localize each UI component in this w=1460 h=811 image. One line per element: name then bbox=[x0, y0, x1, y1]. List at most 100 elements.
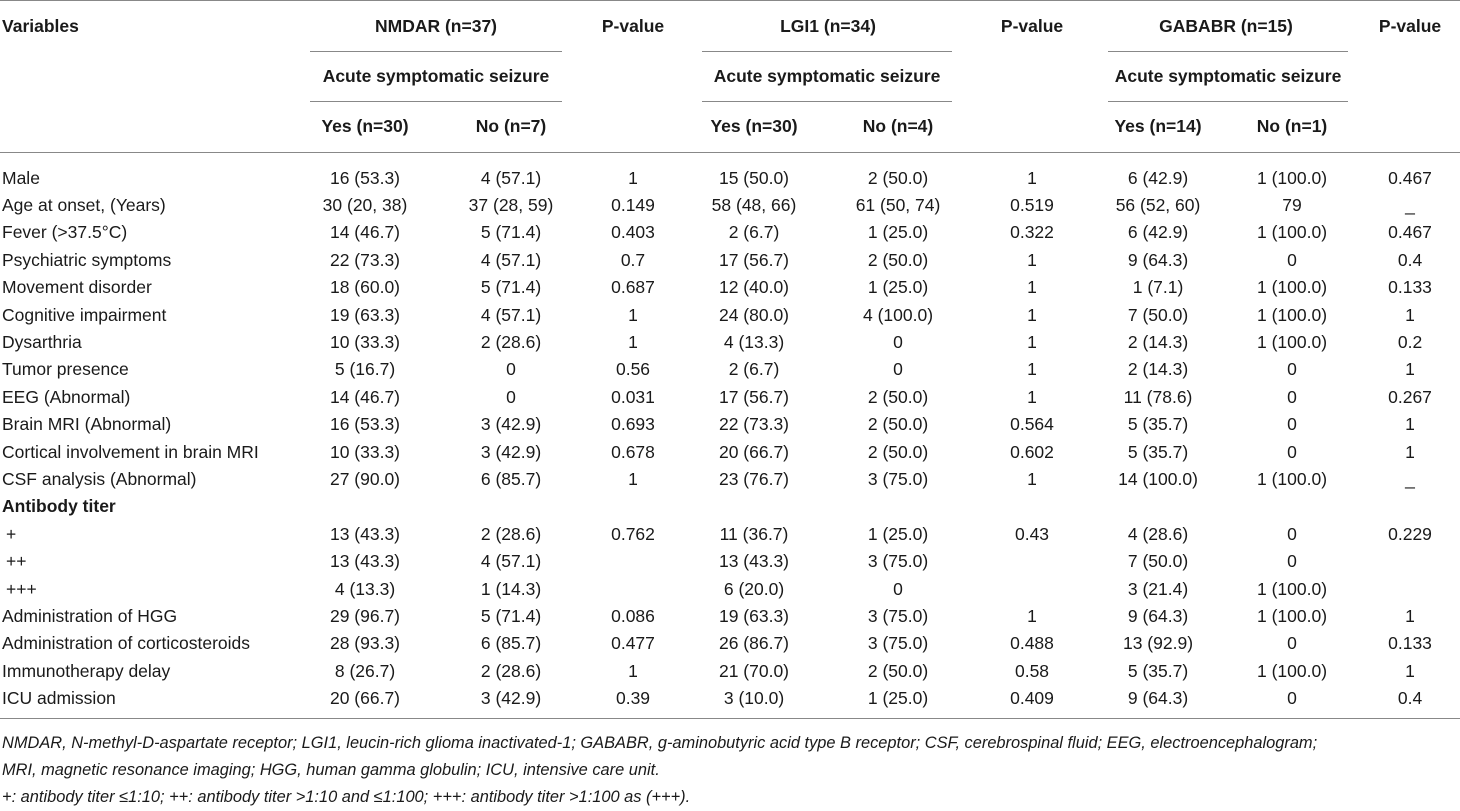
cell-gababr-p: 0.4 bbox=[1360, 684, 1460, 720]
cell-gababr-p: 0.4 bbox=[1397, 249, 1423, 270]
footnote-line-3: +: antibody titer ≤1:10; ++: antibody ti… bbox=[2, 788, 691, 806]
p-value-header-gababr: P-value bbox=[1360, 0, 1460, 51]
cell-nmdar-p: 0.39 bbox=[582, 684, 684, 720]
cell-lgi1-no: 3 (75.0) bbox=[867, 605, 929, 626]
cell-lgi1-no: 2 (50.0) bbox=[867, 441, 929, 462]
cell-lgi1-p: 0.602 bbox=[1010, 441, 1054, 462]
cell-gababr-yes: 7 (50.0) bbox=[1127, 304, 1189, 325]
table-row: EEG (Abnormal) 14 (46.7) 0 0.031 17 (56.7) 2 … bbox=[0, 384, 1460, 411]
cell-nmdar-yes: 18 (60.0) bbox=[329, 277, 401, 298]
cell-nmdar-p: 1 bbox=[628, 304, 638, 325]
cell-lgi1-yes: 4 (13.3) bbox=[723, 332, 785, 353]
cell-lgi1-no: 2 (50.0) bbox=[867, 660, 929, 681]
row-label: Brain MRI (Abnormal) bbox=[2, 414, 172, 435]
row-label: Cortical involvement in brain MRI bbox=[2, 441, 259, 462]
cell-gababr-no: 0 bbox=[1287, 441, 1297, 462]
row-label: +++ bbox=[6, 578, 37, 599]
p-value-header-lgi1: P-value bbox=[972, 0, 1093, 51]
cell-gababr-yes: 56 (52, 60) bbox=[1115, 195, 1201, 216]
cell-nmdar-p: 0.693 bbox=[611, 414, 655, 435]
table-row: Fever (>37.5°C) 14 (46.7) 5 (71.4) 0.403 2 (… bbox=[0, 219, 1460, 246]
cell-gababr-no bbox=[1224, 493, 1360, 520]
cell-lgi1-p: 0.409 bbox=[972, 684, 1093, 720]
table-row: Psychiatric symptoms 22 (73.3) 4 (57.1) 0.7… bbox=[0, 247, 1460, 274]
table-row: Cognitive impairment 19 (63.3) 4 (57.1) 1 24… bbox=[0, 301, 1460, 328]
cell-nmdar-p: 0.086 bbox=[611, 605, 655, 626]
cell-nmdar-yes: 5 (16.7) bbox=[334, 359, 396, 380]
cell-gababr-p: 0.467 bbox=[1388, 167, 1432, 188]
cell-nmdar-p: 0.762 bbox=[611, 523, 655, 544]
cell-gababr-no: 0 bbox=[1287, 359, 1297, 380]
cell-nmdar-yes: 30 (20, 38) bbox=[322, 195, 408, 216]
cell-lgi1-yes: 24 (80.0) bbox=[718, 304, 790, 325]
col-gababr-no: No (n=1) bbox=[1256, 116, 1328, 136]
cell-nmdar-no: 3 (42.9) bbox=[480, 414, 542, 435]
cell-lgi1-p: 1 bbox=[1027, 332, 1037, 353]
cell-gababr-no: 0 bbox=[1224, 684, 1361, 720]
data-table: Variables NMDAR (n=37) P-value LGI1 (n=3… bbox=[0, 0, 1460, 720]
cell-gababr-p: 0.267 bbox=[1388, 386, 1432, 407]
row-label: Immunotherapy delay bbox=[2, 660, 171, 681]
table-row: Antibody titer bbox=[0, 493, 1460, 520]
cell-lgi1-p: 0.58 bbox=[1014, 660, 1050, 681]
cell-gababr-no: 79 bbox=[1282, 195, 1302, 216]
cell-lgi1-yes: 58 (48, 66) bbox=[711, 195, 797, 216]
cell-lgi1-no: 3 (75.0) bbox=[867, 468, 929, 489]
cell-lgi1-no: 1 (25.0) bbox=[824, 684, 973, 720]
cell-gababr-yes: 4 (28.6) bbox=[1127, 523, 1189, 544]
cell-lgi1-no: 4 (100.0) bbox=[862, 304, 934, 325]
cell-gababr-no: 1 (100.0) bbox=[1257, 167, 1328, 188]
cell-lgi1-yes: 11 (36.7) bbox=[719, 523, 789, 544]
cell-gababr-p: 0.229 bbox=[1388, 523, 1432, 544]
table-row: +13 (43.3) 2 (28.6) 0.762 11 (36.7) 1 (25.0)… bbox=[0, 521, 1460, 548]
cell-lgi1-yes: 17 (56.7) bbox=[718, 249, 790, 270]
table-row: Age at onset, (Years) 30 (20, 38) 37 (28, … bbox=[0, 192, 1460, 219]
cell-gababr-no: 1 (100.0) bbox=[1257, 332, 1328, 353]
cell-nmdar-p: 1 bbox=[628, 167, 638, 188]
cell-nmdar-no: 5 (71.4) bbox=[480, 605, 542, 626]
cell-lgi1-no: 0 bbox=[893, 578, 903, 599]
table-footnotes: NMDAR, N-methyl-D-aspartate receptor; LG… bbox=[2, 730, 1458, 811]
cell-lgi1-yes: 26 (86.7) bbox=[718, 633, 790, 654]
col-lgi1-yes: Yes (n=30) bbox=[710, 116, 798, 136]
cell-nmdar-p: 0.403 bbox=[611, 222, 655, 243]
cell-gababr-p bbox=[1360, 493, 1460, 520]
cell-nmdar-no: 5 (71.4) bbox=[480, 277, 542, 298]
cell-nmdar-yes: 14 (46.7) bbox=[329, 386, 401, 407]
cell-nmdar-p: 1 bbox=[628, 660, 638, 681]
cell-lgi1-yes bbox=[684, 493, 824, 520]
cell-nmdar-no: 6 (85.7) bbox=[480, 633, 542, 654]
cell-lgi1-p: 0.519 bbox=[1010, 195, 1054, 216]
cell-lgi1-p bbox=[972, 548, 1092, 575]
cell-gababr-no: 1 (100.0) bbox=[1257, 468, 1328, 489]
cell-nmdar-no: 2 (28.6) bbox=[480, 523, 542, 544]
cell-lgi1-no: 2 (50.0) bbox=[867, 414, 929, 435]
cell-nmdar-no: 4 (57.1) bbox=[480, 551, 542, 572]
cell-nmdar-yes: 22 (73.3) bbox=[329, 249, 401, 270]
group-header-nmdar: NMDAR (n=37) bbox=[290, 0, 582, 51]
cell-lgi1-p: 1 bbox=[1027, 304, 1037, 325]
cell-gababr-yes bbox=[1092, 493, 1224, 520]
cell-lgi1-p: 1 bbox=[1027, 167, 1037, 188]
table-row: ++ 13 (43.3) 4 (57.1) 13 (43.3) 3 (75.0) 7 (5… bbox=[0, 548, 1460, 575]
cell-nmdar-yes: 13 (43.3) bbox=[329, 551, 401, 572]
cell-lgi1-p: 0.564 bbox=[1010, 414, 1054, 435]
cell-lgi1-p: 0.43 bbox=[1014, 523, 1050, 544]
row-label: Fever (>37.5°C) bbox=[2, 222, 128, 243]
cell-gababr-yes: 2 (14.3) bbox=[1127, 332, 1189, 353]
cell-lgi1-p bbox=[972, 493, 1092, 520]
p-value-header-nmdar: P-value bbox=[582, 0, 684, 51]
cell-nmdar-no: 5 (71.4) bbox=[480, 222, 542, 243]
cell-nmdar-no: 1 (14.3) bbox=[480, 578, 542, 599]
cell-lgi1-p: 1 bbox=[1027, 359, 1037, 380]
cell-lgi1-yes: 17 (56.7) bbox=[718, 386, 790, 407]
cell-gababr-p: 1 bbox=[1405, 359, 1415, 380]
cell-gababr-yes: 7 (50.0) bbox=[1127, 551, 1189, 572]
cell-lgi1-p: 1 bbox=[1027, 605, 1037, 626]
cell-gababr-yes: 14 (100.0) bbox=[1118, 468, 1198, 489]
table-row: Dysarthria 10 (33.3) 2 (28.6) 1 4 (13.3) 0 1 2 … bbox=[0, 329, 1460, 356]
cell-gababr-no: 1 (100.0) bbox=[1257, 277, 1328, 298]
cell-gababr-p bbox=[1360, 548, 1460, 575]
cell-gababr-no: 0 bbox=[1287, 551, 1297, 572]
cell-nmdar-no: 3 (42.9) bbox=[440, 684, 582, 720]
